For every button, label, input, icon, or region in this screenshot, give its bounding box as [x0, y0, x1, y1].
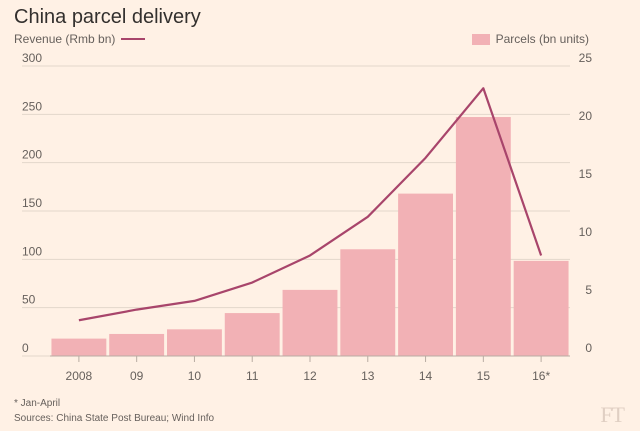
- y-left-tick: 250: [22, 99, 42, 113]
- x-tick-label: 15: [477, 369, 491, 383]
- x-tick-label: 14: [419, 369, 433, 383]
- bar: [167, 329, 222, 356]
- bar: [340, 249, 396, 356]
- y-left-tick: 50: [22, 293, 36, 307]
- ft-logo: FT: [600, 402, 625, 427]
- footnote: * Jan-April: [14, 398, 61, 409]
- bar: [51, 338, 107, 356]
- bar: [513, 260, 569, 356]
- legend-line-swatch: [121, 38, 146, 40]
- x-tick-label: 2008: [66, 369, 93, 383]
- y-left-tick: 0: [22, 341, 29, 355]
- y-left-tick: 300: [22, 51, 42, 65]
- bar: [398, 193, 453, 356]
- y-right-tick: 10: [579, 225, 593, 239]
- x-tick-label: 13: [361, 369, 375, 383]
- y-left-tick: 150: [22, 196, 42, 210]
- y-right-tick: 15: [579, 167, 593, 181]
- y-left-tick: 200: [22, 148, 42, 162]
- y-right-tick: 0: [585, 341, 592, 355]
- bar: [224, 313, 280, 356]
- y-left-tick: 100: [22, 244, 42, 258]
- y-right-tick: 5: [585, 283, 592, 297]
- legend-revenue-label: Revenue (Rmb bn): [14, 32, 116, 46]
- revenue-line: [78, 87, 543, 322]
- legend-bar-swatch: [471, 33, 490, 45]
- x-tick-label: 11: [246, 369, 259, 383]
- y-right-tick: 20: [579, 109, 593, 123]
- bar: [282, 289, 338, 356]
- x-tick-label: 12: [303, 369, 317, 383]
- x-tick-label: 16*: [532, 369, 550, 383]
- y-right-tick: 25: [579, 51, 593, 65]
- legend-revenue: Revenue (Rmb bn): [14, 32, 146, 46]
- bar: [455, 117, 511, 356]
- chart-title: China parcel delivery: [14, 6, 201, 28]
- source-note: Sources: China State Post Bureau; Wind I…: [14, 413, 215, 424]
- bar: [109, 333, 165, 356]
- x-tick-label: 09: [130, 369, 144, 383]
- legend-parcels: Parcels (bn units): [471, 32, 589, 46]
- x-tick-label: 10: [188, 369, 202, 383]
- legend-parcels-label: Parcels (bn units): [495, 32, 589, 46]
